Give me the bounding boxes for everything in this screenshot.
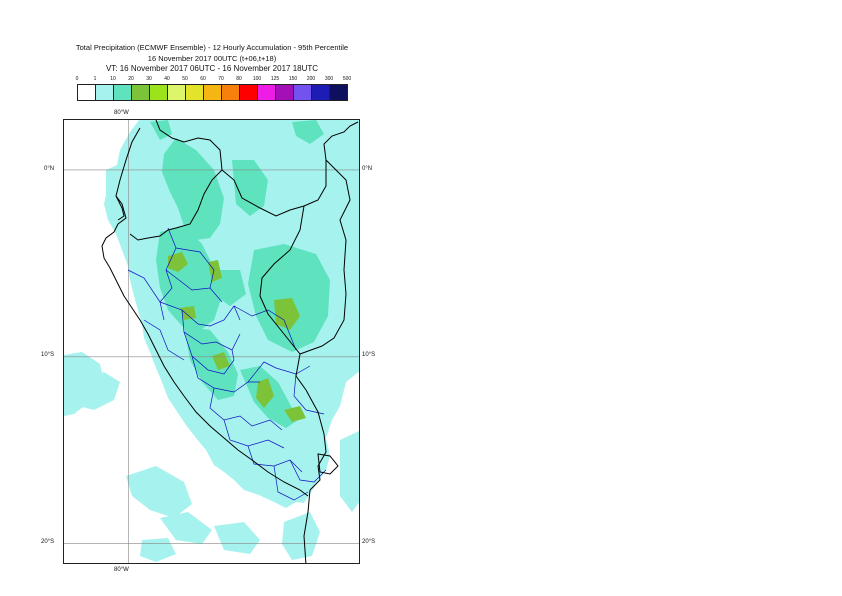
lon-label-top: 80°W [114, 110, 129, 116]
precip-heavy-4 [274, 298, 300, 330]
region-border-g [191, 355, 260, 393]
border-peru-brazil [259, 205, 307, 391]
lat-label-left-20s: 20°S [41, 539, 55, 545]
border-colombia-ecuador [129, 120, 223, 241]
region-border-h [209, 387, 283, 431]
ecuador-west-inlet [115, 195, 125, 221]
map-canvas [64, 120, 359, 563]
legend-threshold-label: 0 [75, 76, 79, 82]
region-border-c [165, 269, 211, 291]
region-border-b [175, 247, 223, 303]
precip-light-chile [282, 512, 320, 560]
lat-label-left-10s: 10°S [41, 352, 55, 358]
legend-color-box [329, 84, 348, 101]
border-peru-bolivia [305, 389, 327, 491]
legend-color-box [275, 84, 294, 101]
legend-color-box [239, 84, 258, 101]
legend-threshold-label: 300 [324, 76, 334, 82]
legend-threshold-label: 150 [288, 76, 298, 82]
lat-label-right-20s: 20°S [362, 539, 376, 545]
region-border-m [293, 373, 325, 415]
legend-threshold-label: 50 [182, 76, 188, 82]
precip-heavy-5 [256, 378, 274, 408]
border-bolivia-brazil [299, 159, 351, 355]
precip-mod-mid-strip [214, 270, 246, 306]
legend-threshold-label: 10 [110, 76, 116, 82]
region-border-q [273, 465, 309, 501]
coastline [101, 127, 309, 497]
legend-threshold-label: 60 [200, 76, 206, 82]
region-border-f [183, 331, 235, 375]
legend-color-box [113, 84, 132, 101]
legend-threshold-label: 70 [218, 76, 224, 82]
region-border-o [127, 269, 161, 303]
legend-threshold-label: 80 [236, 76, 242, 82]
lat-label-right-0: 0°N [362, 166, 373, 172]
region-borders [127, 227, 327, 501]
chart-valid-time: VT: 16 November 2017 06UTC - 16 November… [105, 64, 319, 73]
legend-color-box [95, 84, 114, 101]
precip-heavy-layer [168, 252, 306, 422]
precip-heavy-7 [284, 406, 306, 422]
legend-color-box [293, 84, 312, 101]
legend-color-box [203, 84, 222, 101]
chart-base-time: 16 November 2017 00UTC (t+06,t+18) [147, 54, 277, 63]
map-panel [63, 119, 360, 564]
region-border-p [143, 319, 185, 361]
lake-titicaca [317, 453, 339, 475]
region-border-a [159, 227, 177, 321]
legend-threshold-label: 100 [252, 76, 262, 82]
legend-color-box [257, 84, 276, 101]
lat-label-left-0: 0°N [44, 166, 55, 172]
lat-label-right-10s: 10°S [362, 352, 376, 358]
precip-light-ocean-south2 [160, 512, 212, 544]
legend-threshold-label: 125 [270, 76, 280, 82]
precip-mod-ecuador [162, 138, 224, 240]
precip-mod-north-peru [156, 226, 222, 332]
legend-color-box [185, 84, 204, 101]
chart-title: Total Precipitation (ECMWF Ensemble) - 1… [75, 43, 349, 52]
precip-mod-ne-strip [292, 120, 324, 144]
precip-heavy-2 [208, 260, 222, 282]
precip-light-ne-corner [346, 206, 359, 250]
legend-threshold-label: 1 [93, 76, 97, 82]
precip-mod-north-tip [150, 120, 172, 140]
region-border-k [289, 459, 327, 483]
country-borders [101, 120, 359, 563]
precip-heavy-1 [168, 252, 188, 272]
legend-threshold-label: 20 [128, 76, 134, 82]
lon-label-bottom: 80°W [114, 567, 129, 573]
precip-light-n-ecuador [106, 162, 134, 210]
legend-color-box [311, 84, 330, 101]
border-chile [303, 489, 311, 563]
precip-light-ocean-south4 [140, 538, 176, 562]
legend-threshold-label: 200 [306, 76, 316, 82]
border-peru-colombia-brazil [221, 121, 359, 217]
region-border-n [233, 305, 297, 351]
precip-light-ocean-band [78, 372, 120, 410]
precip-light-ocean-south1 [126, 466, 192, 518]
precip-light-andes-south [204, 418, 242, 450]
legend-color-box [77, 84, 96, 101]
precip-light-bolivia [340, 430, 359, 512]
legend-threshold-label: 40 [164, 76, 170, 82]
legend-color-box [149, 84, 168, 101]
legend-color-box [167, 84, 186, 101]
legend-color-box [221, 84, 240, 101]
precip-mod-amazon-ne [232, 160, 268, 216]
legend-threshold-label: 500 [342, 76, 352, 82]
precip-heavy-3 [180, 306, 196, 320]
color-legend: 0 1 10 20 30 40 50 60 70 80 100 125 150 200 300 500 [75, 76, 351, 102]
legend-threshold-label: 30 [146, 76, 152, 82]
precip-mod-central-andes [184, 326, 238, 400]
precip-light-ocean-south3 [214, 522, 260, 554]
region-border-e [181, 309, 241, 351]
region-border-l [247, 361, 311, 383]
grid-lines [64, 120, 359, 563]
legend-color-box [131, 84, 150, 101]
